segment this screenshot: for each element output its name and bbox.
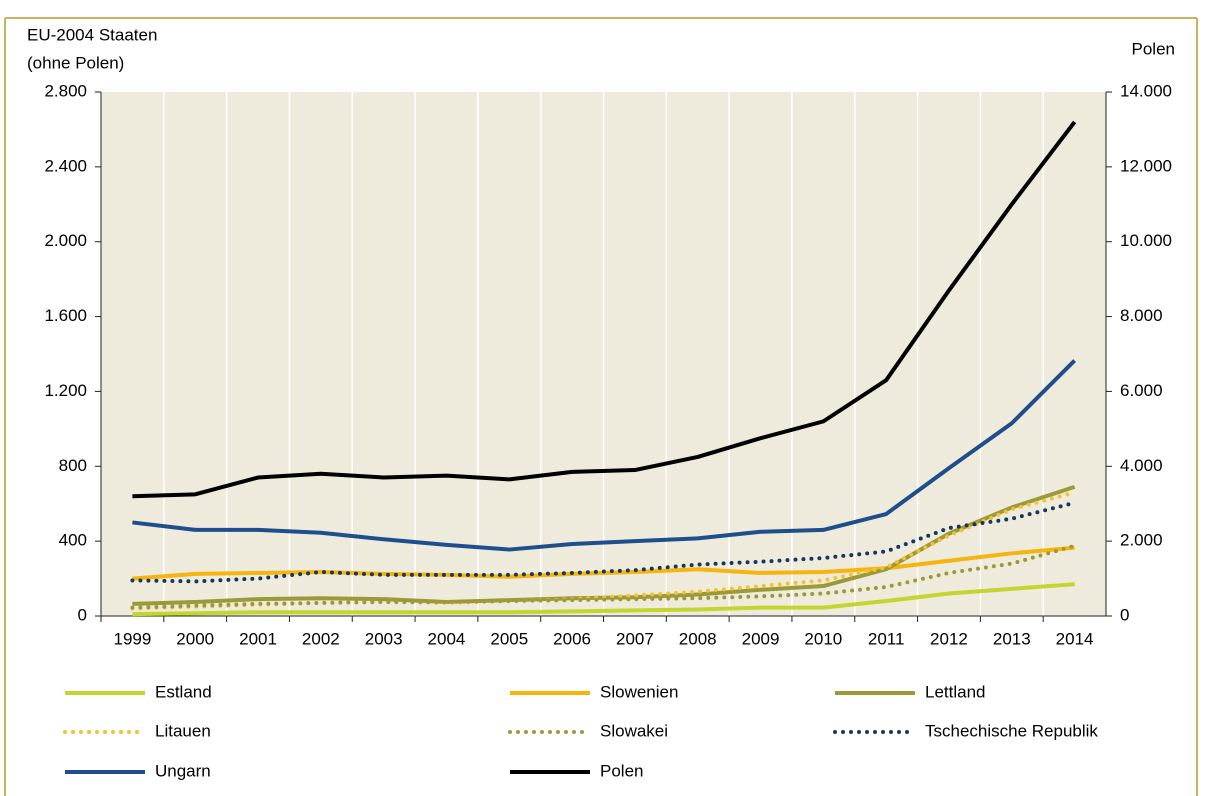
x-tick-label: 2006 [553, 629, 591, 648]
y-axis-label: EU-2004 Staaten [27, 25, 157, 44]
series-line [132, 359, 1077, 552]
x-tick-label: 2012 [930, 629, 968, 648]
series-line [130, 500, 1077, 584]
x-tick-label: 2014 [1056, 629, 1094, 648]
legend-label: Estland [155, 682, 212, 701]
x-tick-label: 2009 [742, 629, 780, 648]
y-tick-label: 1.200 [44, 381, 87, 400]
y2-tick-label: 2.000 [1120, 531, 1163, 550]
x-tick-label: 2011 [868, 629, 905, 648]
y2-tick-label: 4.000 [1120, 456, 1163, 475]
y2-axis-label: Polen [1132, 39, 1175, 58]
y-tick-label: 2.400 [44, 156, 87, 175]
y-axis-label: (ohne Polen) [27, 53, 124, 72]
y-tick-label: 400 [59, 531, 87, 550]
y2-tick-label: 12.000 [1120, 156, 1172, 175]
x-tick-label: 2007 [616, 629, 654, 648]
x-tick-label: 2008 [679, 629, 717, 648]
x-tick-label: 2002 [302, 629, 340, 648]
y-tick-label: 0 [78, 605, 87, 624]
y2-tick-label: 8.000 [1120, 306, 1163, 325]
y-tick-label: 2.800 [44, 81, 87, 100]
x-tick-label: 2000 [176, 629, 214, 648]
x-tick-label: 2003 [365, 629, 403, 648]
legend-label: Lettland [925, 682, 986, 701]
legend-label: Slowenien [600, 682, 678, 701]
legend-label: Polen [600, 761, 643, 780]
series-line [130, 490, 1077, 611]
y2-tick-label: 14.000 [1120, 81, 1172, 100]
y-tick-label: 2.000 [44, 231, 87, 250]
y2-tick-label: 6.000 [1120, 381, 1163, 400]
x-tick-label: 2001 [239, 629, 277, 648]
x-tick-label: 2013 [993, 629, 1031, 648]
legend-label: Tschechische Republik [925, 721, 1098, 740]
legend-label: Litauen [155, 721, 211, 740]
legend-label: Slowakei [600, 721, 668, 740]
x-tick-label: 2005 [490, 629, 528, 648]
y-tick-label: 1.600 [44, 306, 87, 325]
x-tick-label: 1999 [113, 629, 151, 648]
y2-tick-label: 0 [1120, 605, 1129, 624]
series-line [132, 120, 1077, 499]
x-tick-label: 2010 [804, 629, 842, 648]
y-tick-label: 800 [59, 456, 87, 475]
series-line [132, 582, 1075, 617]
x-tick-label: 2004 [428, 629, 466, 648]
series-line [130, 543, 1077, 610]
legend-label: Ungarn [155, 761, 211, 780]
y2-tick-label: 10.000 [1120, 231, 1172, 250]
